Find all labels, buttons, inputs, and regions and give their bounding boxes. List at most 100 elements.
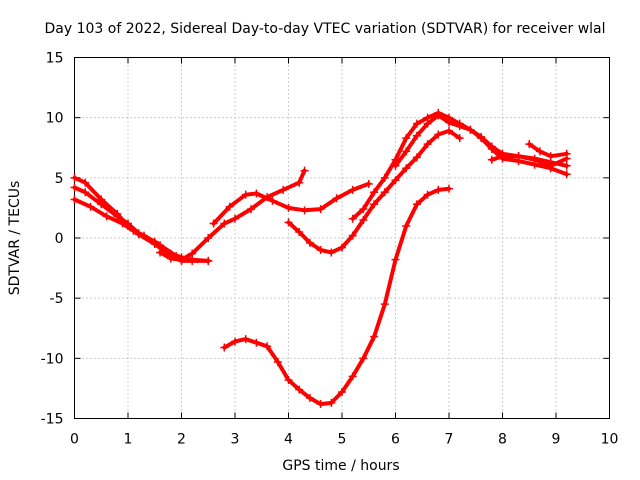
y-tick-label: -15 <box>41 412 64 428</box>
x-tick-label: 10 <box>601 432 619 448</box>
data-point <box>70 195 79 204</box>
data-point <box>546 161 555 170</box>
data-point <box>241 335 250 344</box>
data-point <box>402 134 411 143</box>
data-point <box>562 161 571 170</box>
data-point <box>434 130 443 139</box>
data-point <box>562 149 571 158</box>
data-point <box>241 190 250 199</box>
data-point <box>327 248 336 257</box>
data-point <box>359 215 368 224</box>
data-point <box>562 170 571 179</box>
data-point <box>445 126 453 135</box>
data-point <box>370 188 379 197</box>
data-point <box>338 388 346 397</box>
data-point <box>514 152 523 161</box>
series-line <box>527 142 569 159</box>
data-point <box>118 219 127 228</box>
data-point <box>348 231 357 240</box>
data-point <box>455 134 464 143</box>
data-point <box>70 183 79 192</box>
data-point <box>423 190 432 199</box>
data-point <box>295 385 304 394</box>
data-point <box>300 166 309 175</box>
data-point <box>102 212 111 221</box>
data-point <box>231 214 239 223</box>
series-line <box>72 175 211 263</box>
x-tick-label: 4 <box>284 432 293 448</box>
data-point <box>412 119 421 128</box>
data-point <box>391 176 400 185</box>
x-tick-label: 6 <box>391 432 400 448</box>
x-tick-labels: 0 1 2 3 4 5 6 7 8 9 10 <box>70 432 618 448</box>
data-point <box>402 221 411 230</box>
data-point <box>412 153 421 162</box>
data-point <box>525 140 534 149</box>
data-point <box>445 184 453 193</box>
series-line <box>222 186 451 407</box>
data-point <box>305 394 314 403</box>
data-point <box>445 118 453 127</box>
x-tick-label: 3 <box>231 432 240 448</box>
series-arc-3 <box>70 195 181 261</box>
series-arc-1 <box>70 173 213 265</box>
data-point <box>86 202 95 211</box>
chart-title: Day 103 of 2022, Sidereal Day-to-day VTE… <box>44 21 605 37</box>
series-arc-7 <box>284 126 464 257</box>
y-axis-label: SDTVAR / TECUs <box>7 181 23 296</box>
data-point <box>220 219 229 228</box>
data-point <box>487 144 496 153</box>
series-arc-10 <box>487 152 571 170</box>
y-tick-label: -5 <box>50 291 64 307</box>
data-point <box>209 219 218 228</box>
x-tick-label: 8 <box>498 432 507 448</box>
data-point <box>498 152 507 161</box>
data-point <box>434 111 443 120</box>
data-point <box>231 337 239 346</box>
data-point <box>338 243 346 252</box>
series-arc-4 <box>156 166 309 264</box>
data-point <box>316 400 325 409</box>
data-point <box>370 200 379 209</box>
axis-ticks <box>74 57 610 419</box>
data-point <box>332 194 341 203</box>
data-point <box>252 338 261 347</box>
x-tick-label: 9 <box>552 432 561 448</box>
x-tick-label: 1 <box>124 432 133 448</box>
data-point <box>188 249 197 258</box>
data-point <box>284 203 293 212</box>
data-point <box>204 256 213 265</box>
data-point <box>156 248 165 257</box>
series-arc-9 <box>391 111 571 179</box>
series-line <box>72 185 211 263</box>
data-point <box>279 185 288 194</box>
data-point <box>300 206 309 215</box>
series-arc-5 <box>209 179 373 228</box>
data-point <box>177 255 186 264</box>
series-line <box>393 113 569 177</box>
data-point <box>423 140 432 149</box>
y-tick-label: 10 <box>46 111 64 127</box>
series-line <box>72 197 179 258</box>
data-point <box>380 173 389 182</box>
data-point <box>359 354 368 363</box>
data-point <box>166 254 175 263</box>
data-point <box>295 178 304 187</box>
data-point <box>220 343 229 352</box>
data-point <box>263 342 272 351</box>
data-point <box>391 255 400 264</box>
data-point <box>81 188 90 197</box>
data-point <box>268 196 277 205</box>
x-tick-label: 7 <box>445 432 454 448</box>
data-point <box>305 238 314 247</box>
data-point <box>140 231 149 240</box>
x-axis-label: GPS time / hours <box>282 458 399 474</box>
data-point <box>348 372 357 381</box>
data-point <box>359 205 368 214</box>
data-point <box>402 164 411 173</box>
data-point <box>129 226 138 235</box>
data-point <box>380 300 389 309</box>
data-point <box>380 188 389 197</box>
data-point <box>477 134 486 143</box>
